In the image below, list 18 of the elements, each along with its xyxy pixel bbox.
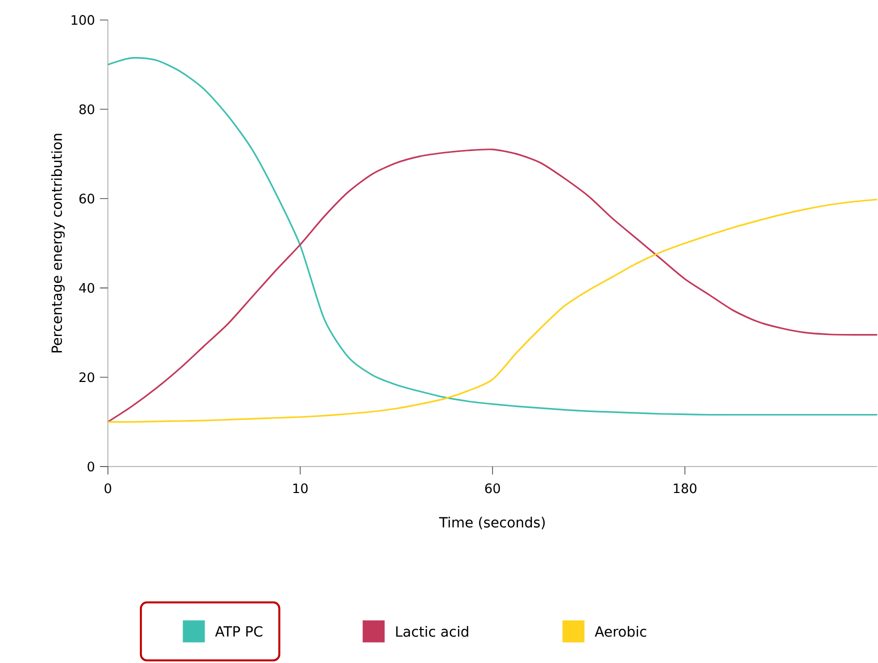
line-series bbox=[107, 148, 878, 423]
legend-label: Aerobic bbox=[594, 626, 646, 637]
x-tick-label: 10 bbox=[293, 483, 308, 494]
y-tick-label: 20 bbox=[79, 372, 94, 382]
x-axis-title: Time (seconds) bbox=[439, 516, 545, 530]
legend-label: Lactic acid bbox=[396, 626, 468, 637]
x-tick-label: 180 bbox=[674, 483, 696, 494]
y-tick-label: 100 bbox=[72, 14, 94, 25]
line-series bbox=[107, 56, 878, 416]
y-tick-label: 80 bbox=[79, 104, 94, 114]
x-tick-label: 0 bbox=[104, 483, 112, 494]
y-tick-label: 0 bbox=[88, 461, 94, 472]
y-tick-label: 40 bbox=[79, 282, 94, 293]
line-series bbox=[107, 198, 878, 423]
x-tick-label: 60 bbox=[485, 483, 500, 494]
y-tick-label: 60 bbox=[79, 194, 94, 204]
legend-label: ATP PC bbox=[215, 626, 262, 637]
y-axis-title: Percentage energy contribution bbox=[51, 134, 65, 352]
